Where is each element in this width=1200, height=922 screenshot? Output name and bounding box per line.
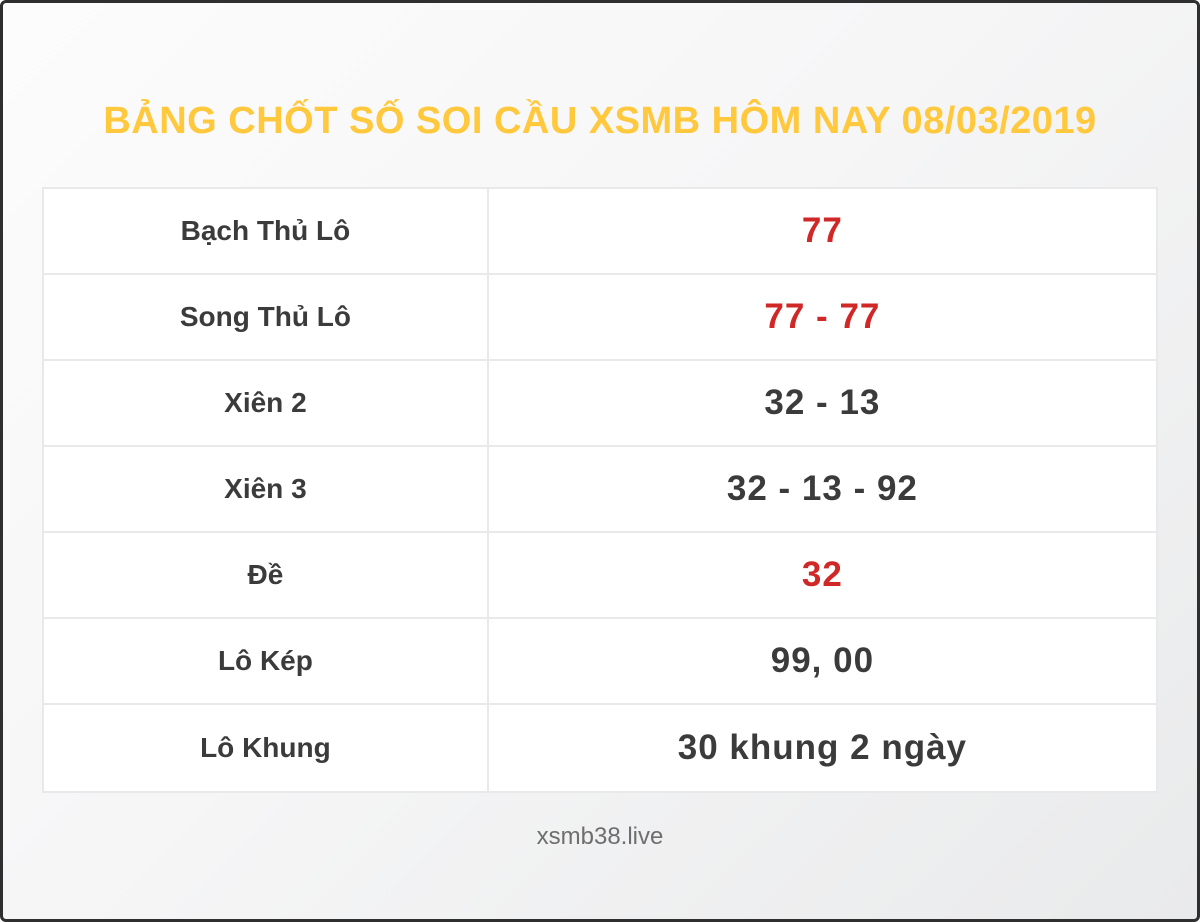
row-value: 30 khung 2 ngày [488, 705, 1156, 791]
table-row: Xiên 3 32 - 13 - 92 [44, 447, 1156, 533]
table-row: Bạch Thủ Lô 77 [44, 189, 1156, 275]
row-label: Bạch Thủ Lô [44, 189, 489, 273]
page-title: BẢNG CHỐT SỐ SOI CẦU XSMB HÔM NAY 08/03/… [103, 100, 1097, 142]
table-row: Lô Kép 99, 00 [44, 619, 1156, 705]
table-row: Lô Khung 30 khung 2 ngày [44, 705, 1156, 791]
table-row: Đề 32 [44, 533, 1156, 619]
row-value: 32 - 13 [488, 361, 1156, 445]
row-value: 77 - 77 [488, 275, 1156, 359]
row-label: Lô Kép [44, 619, 489, 703]
row-value: 99, 00 [488, 619, 1156, 703]
row-value: 32 [488, 533, 1156, 617]
row-label: Xiên 3 [44, 447, 489, 531]
row-label: Đề [44, 533, 489, 617]
row-value: 77 [488, 189, 1156, 273]
site-domain-label: xsmb38.live [536, 823, 664, 850]
table-row: Xiên 2 32 - 13 [44, 361, 1156, 447]
row-value: 32 - 13 - 92 [488, 447, 1156, 531]
row-label: Lô Khung [44, 705, 489, 791]
table-row: Song Thủ Lô 77 - 77 [44, 275, 1156, 361]
row-label: Xiên 2 [44, 361, 489, 445]
row-label: Song Thủ Lô [44, 275, 489, 359]
prediction-table: Bạch Thủ Lô 77 Song Thủ Lô 77 - 77 Xiên … [42, 187, 1158, 793]
